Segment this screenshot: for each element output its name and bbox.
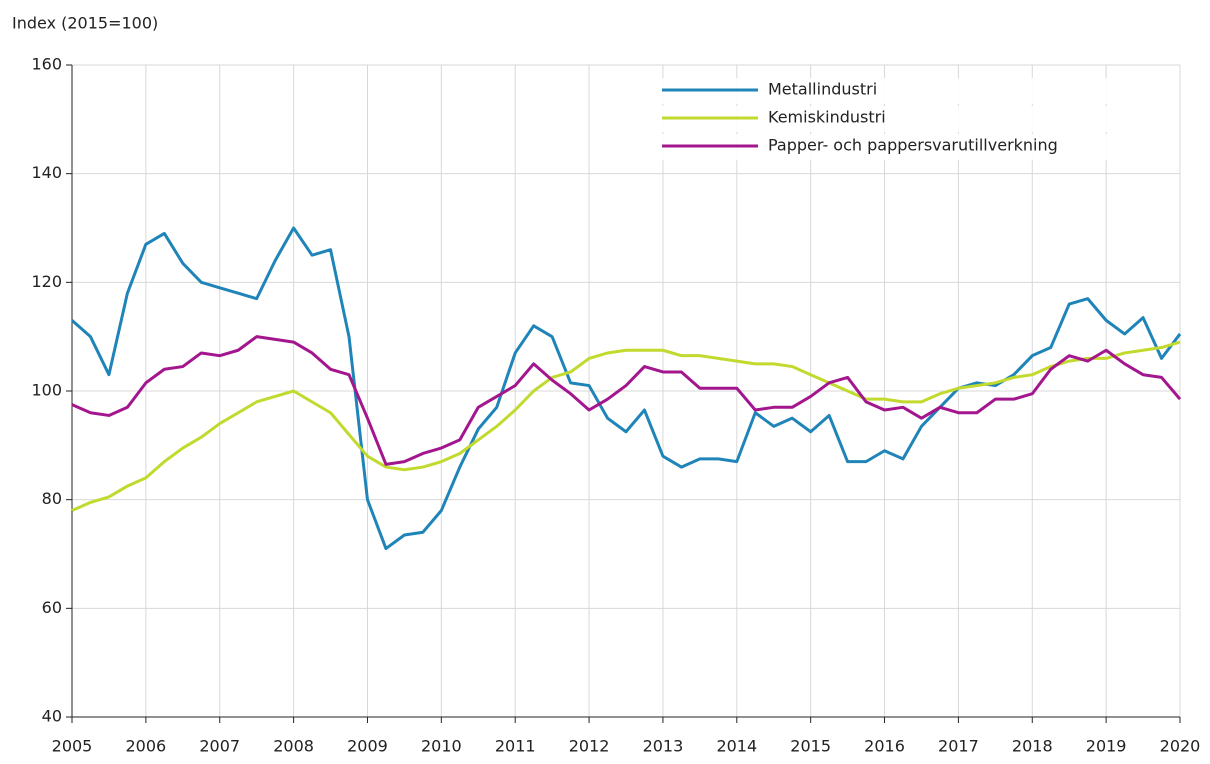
data-line bbox=[71, 335, 1182, 466]
x-tick-label: 2019 bbox=[1086, 737, 1127, 756]
y-tick-label: 80 bbox=[42, 489, 62, 508]
x-tick-label: 2020 bbox=[1160, 737, 1201, 756]
x-tick-label: 2008 bbox=[273, 737, 314, 756]
y-tick-label: 100 bbox=[31, 381, 62, 400]
y-tick-label: 40 bbox=[42, 707, 62, 726]
x-tick-label: 2005 bbox=[52, 737, 93, 756]
x-tick-label: 2014 bbox=[716, 737, 757, 756]
y-tick-label: 160 bbox=[31, 55, 62, 74]
y-tick-label: 120 bbox=[31, 272, 62, 291]
legend-label: Metallindustri bbox=[768, 80, 877, 99]
legend-label: Papper- och pappersvarutillverkning bbox=[768, 136, 1058, 155]
x-tick-label: 2018 bbox=[1012, 737, 1053, 756]
x-tick-label: 2011 bbox=[495, 737, 536, 756]
x-tick-label: 2016 bbox=[864, 737, 905, 756]
data-line bbox=[71, 340, 1181, 512]
x-tick-label: 2010 bbox=[421, 737, 462, 756]
legend-label: Kemiskindustri bbox=[768, 108, 886, 127]
y-axis-label: Index (2015=100) bbox=[12, 14, 158, 33]
x-tick-label: 2012 bbox=[569, 737, 610, 756]
x-tick-label: 2009 bbox=[347, 737, 388, 756]
y-tick-label: 140 bbox=[31, 163, 62, 182]
x-tick-label: 2007 bbox=[199, 737, 240, 756]
x-tick-label: 2017 bbox=[938, 737, 979, 756]
x-tick-label: 2015 bbox=[790, 737, 831, 756]
x-tick-label: 2006 bbox=[126, 737, 167, 756]
x-tick-label: 2013 bbox=[643, 737, 684, 756]
data-line bbox=[71, 226, 1182, 551]
y-tick-label: 60 bbox=[42, 598, 62, 617]
